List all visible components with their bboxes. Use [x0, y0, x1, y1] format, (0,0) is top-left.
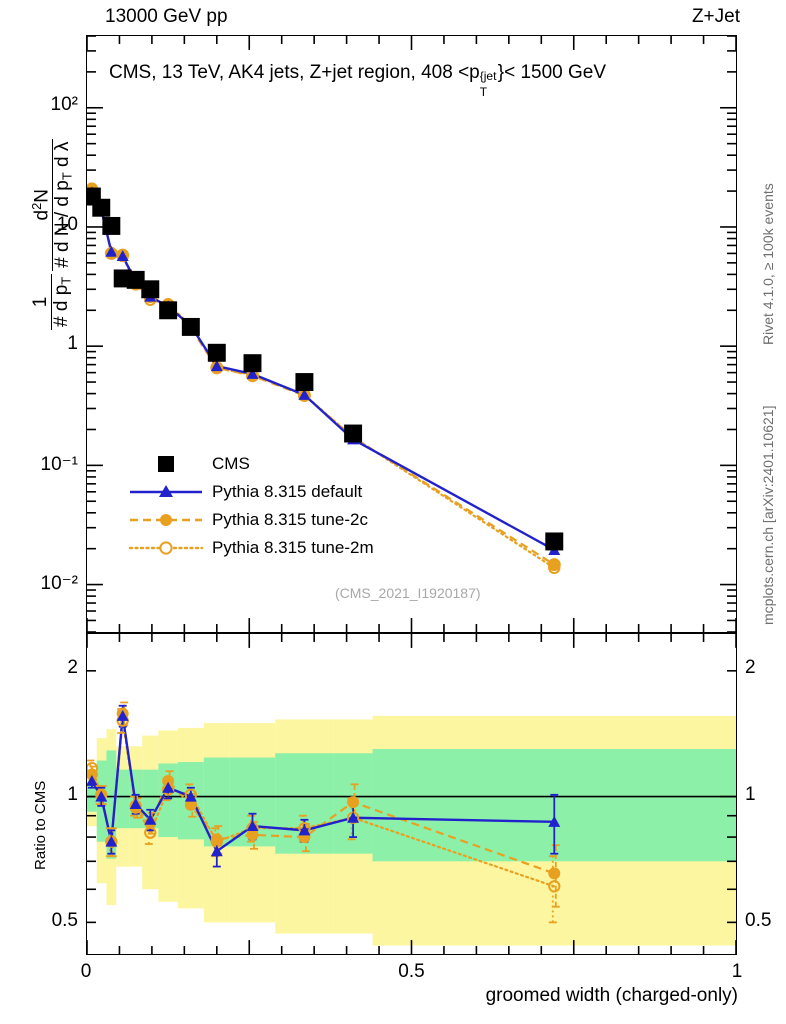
legend-item-0: CMS — [124, 450, 374, 478]
ratio-ytick-left-0: 2 — [67, 657, 78, 679]
ratio-plot-canvas — [87, 634, 736, 954]
main-ytick-3: 10⁻¹ — [40, 453, 79, 475]
legend-label: Pythia 8.315 tune-2m — [212, 538, 374, 557]
main-plot-panel: CMS, 13 TeV, AK4 jets, Z+jet region, 408… — [86, 35, 737, 633]
legend: CMS Pythia 8.315 default Pythia 8.315 tune… — [124, 450, 374, 562]
yaxis-den-2: # d N / d pT d λ — [52, 141, 75, 268]
ratio-ytick-left-1: 1 — [67, 783, 78, 805]
ratio-ytick-right-1: 1 — [745, 783, 756, 805]
panel-title-sup: {jet — [479, 69, 497, 83]
ratio-ytick-right-2: 0.5 — [745, 910, 772, 932]
ratio-plot-panel — [86, 633, 737, 955]
legend-symbol-dashed-circle-filled — [124, 509, 208, 531]
main-ytick-2: 1 — [67, 333, 78, 355]
panel-title-text: CMS, 13 TeV, AK4 jets, Z+jet region, 408… — [109, 62, 607, 99]
xtick-2: 1 — [731, 961, 743, 982]
legend-symbol-dotted-circle-open — [124, 537, 208, 559]
main-ytick-0: 10² — [50, 94, 78, 115]
ratio-ytick-right-0: 2 — [745, 657, 756, 679]
xtick-1: 0.5 — [398, 961, 425, 982]
panel-title-sub: T — [479, 85, 488, 99]
legend-label: CMS — [212, 454, 250, 473]
main-plot-canvas — [87, 36, 736, 632]
yaxis-den-1: # d pT — [51, 276, 74, 327]
xaxis-title: groomed width (charged-only) — [485, 985, 738, 1006]
legend-symbol-solid-triangle — [124, 481, 208, 503]
xtick-0: 0 — [80, 961, 92, 982]
yaxis-num-1: 1 — [30, 273, 53, 330]
main-ytick-4: 10⁻² — [40, 573, 79, 595]
main-ytick-1: 10 — [56, 213, 78, 235]
panel-title-head: CMS, 13 TeV, AK4 jets, Z+jet region, 408… — [109, 62, 480, 83]
legend-item-2: Pythia 8.315 tune-2c — [124, 506, 374, 534]
beam-energy-label: 13000 GeV pp — [105, 6, 228, 27]
legend-label: Pythia 8.315 tune-2c — [212, 510, 368, 529]
legend-label: Pythia 8.315 default — [212, 482, 363, 501]
mcplots-credit-label: mcplots.cern.ch [arXiv:2401.10621] — [760, 405, 776, 625]
legend-item-3: Pythia 8.315 tune-2m — [124, 534, 374, 562]
rivet-version-label: Rivet 4.1.0, ≥ 100k events — [760, 183, 776, 345]
legend-item-1: Pythia 8.315 default — [124, 478, 374, 506]
analysis-watermark: (CMS_2021_I1920187) — [335, 585, 481, 601]
process-label: Z+Jet — [691, 6, 740, 27]
panel-title-tail: }< 1500 GeV — [497, 62, 607, 83]
yaxis-num-2: d2N — [29, 138, 54, 271]
legend-symbol-marker-square — [124, 453, 208, 475]
ratio-ytick-left-2: 0.5 — [51, 910, 78, 932]
